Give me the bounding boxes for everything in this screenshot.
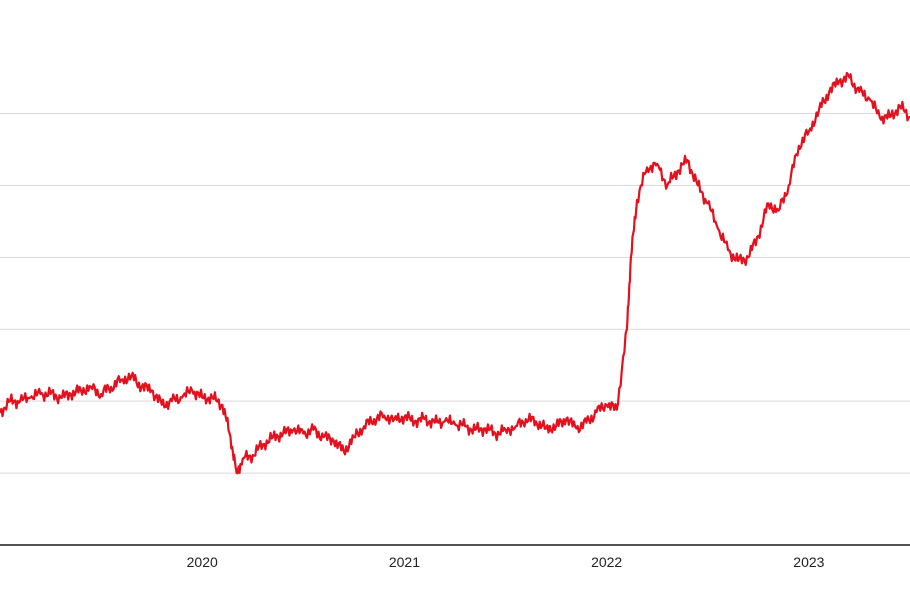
x-tick-label-2023: 2023	[793, 554, 824, 570]
x-tick-label-2022: 2022	[591, 554, 622, 570]
gridlines	[0, 112, 910, 474]
series-line-0	[0, 71, 910, 475]
x-tick-label-2021: 2021	[389, 554, 420, 570]
series-group	[0, 71, 910, 475]
x-tick-labels: 2020 2021 2022 2023	[187, 554, 825, 570]
x-tick-label-2020: 2020	[187, 554, 218, 570]
